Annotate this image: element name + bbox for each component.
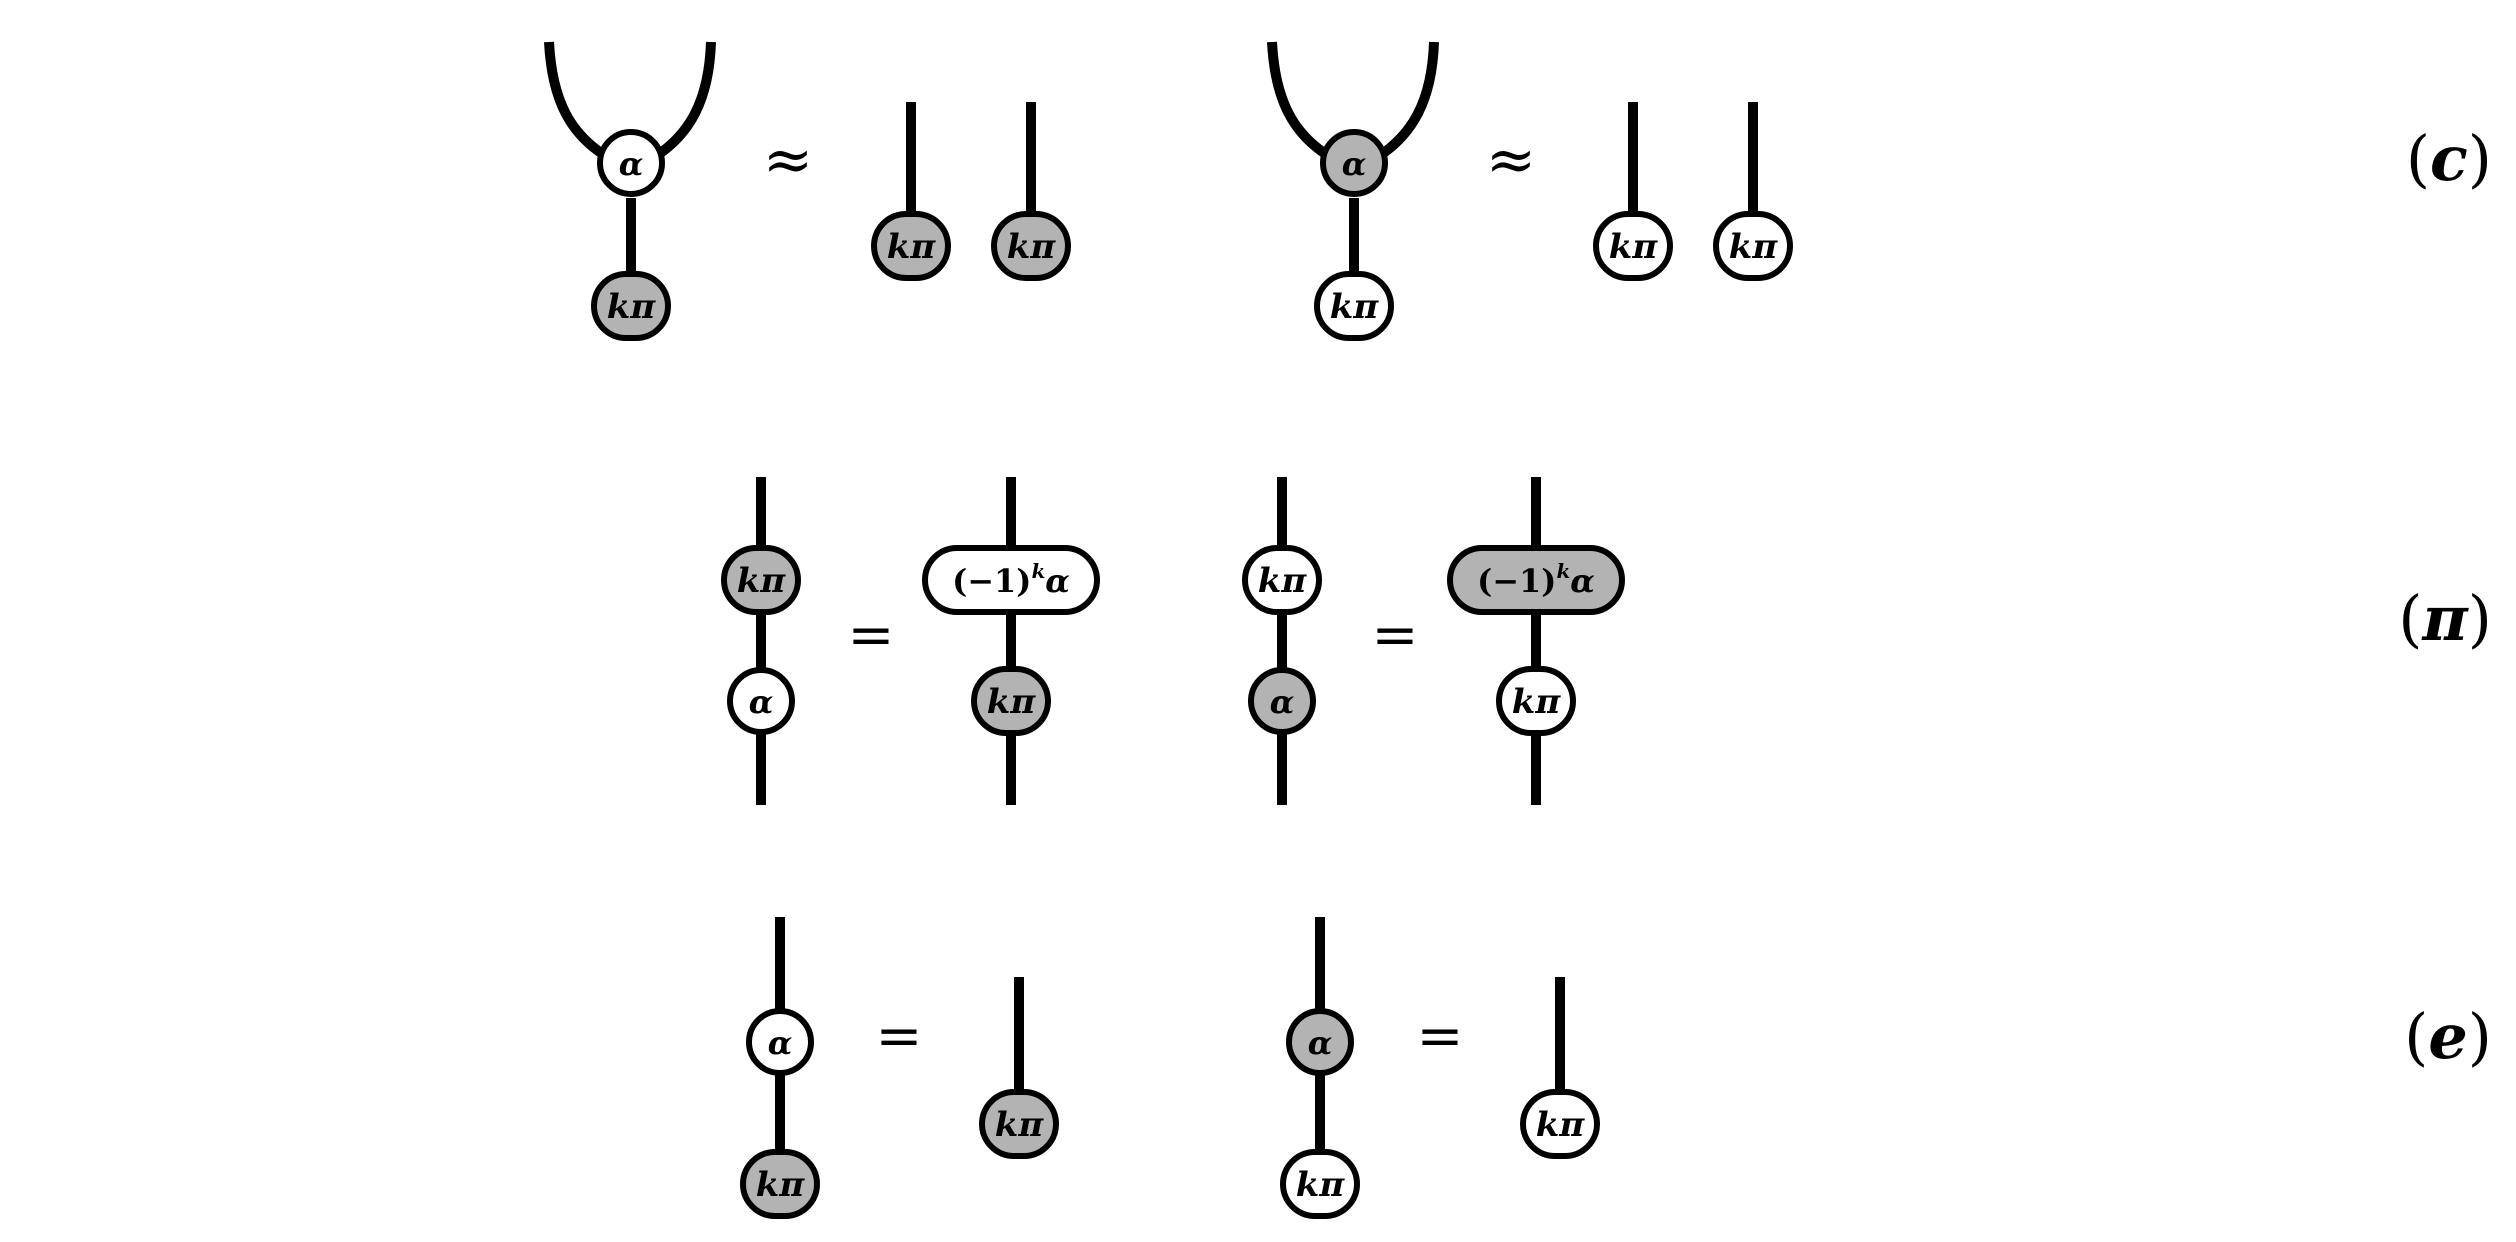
spider-label: kπ — [1330, 287, 1380, 327]
spider-label: kπ — [607, 287, 657, 327]
tag-paren: ( — [2398, 582, 2422, 655]
grey-spider — [991, 211, 1071, 281]
rule-c-right-rhs: kπ kπ — [1593, 102, 1793, 281]
approx-sign: ≈ — [763, 125, 813, 195]
white-spider — [1280, 1149, 1360, 1219]
tag-paren: ) — [2468, 1000, 2492, 1073]
spider-label: kπ — [1609, 227, 1659, 267]
label-variable: α — [1570, 562, 1595, 600]
rule-c: α kπ ≈ kπ kπ α kπ ≈ kπ — [544, 41, 2492, 341]
grey-spider — [1286, 1008, 1354, 1076]
spider-label: kπ — [987, 682, 1037, 722]
rule-pi-left-rhs: (−1)kα kπ — [922, 477, 1100, 805]
wire-cup — [650, 41, 716, 163]
spider-label: kπ — [1296, 1165, 1346, 1205]
spider-label: kπ — [887, 227, 937, 267]
rule-e-left-lhs: α kπ — [740, 917, 820, 1219]
rule-e-right-lhs: α kπ — [1280, 917, 1360, 1219]
label-paren: (−1) — [952, 562, 1031, 600]
white-spider — [1242, 545, 1322, 615]
rule-pi-right-rhs: (−1)kα kπ — [1447, 477, 1625, 805]
wire-cup — [1373, 41, 1439, 163]
wire-cup — [1267, 41, 1335, 163]
grey-spider — [971, 666, 1051, 736]
white-spider — [922, 545, 1100, 615]
tag-symbol: c — [2430, 122, 2468, 195]
spider-label: kπ — [1007, 227, 1057, 267]
rule-tag-e: (e) — [2404, 1000, 2492, 1073]
label-exponent: k — [1031, 559, 1045, 583]
spider-label: (−1)kα — [952, 559, 1070, 600]
label-exponent: k — [1556, 559, 1570, 583]
rule-tag-pi: (π) — [2398, 582, 2492, 655]
rule-c-right-lhs: α kπ — [1267, 41, 1439, 341]
spider-label: α — [749, 683, 774, 721]
rule-pi-right-lhs: kπ α — [1242, 477, 1322, 805]
rule-e-left-rhs: kπ — [979, 977, 1059, 1159]
grey-spider — [871, 211, 951, 281]
approx-sign: ≈ — [1486, 125, 1536, 195]
spider-label: kπ — [995, 1105, 1045, 1145]
spider-label: α — [768, 1024, 793, 1062]
spider-label: kπ — [756, 1165, 806, 1205]
white-spider — [1520, 1089, 1600, 1159]
rule-pi-left-lhs: kπ α — [721, 477, 801, 805]
spider-label: kπ — [737, 561, 787, 601]
spider-label: kπ — [1729, 227, 1779, 267]
equals-sign: = — [1372, 603, 1419, 668]
grey-spider — [721, 545, 801, 615]
equals-sign: = — [848, 603, 895, 668]
spider-label: α — [1270, 683, 1295, 721]
rule-tag-c: (c) — [2406, 122, 2492, 195]
spider-label: kπ — [1536, 1105, 1586, 1145]
spider-label: (−1)kα — [1477, 559, 1595, 600]
white-spider — [1314, 271, 1394, 341]
white-spider — [746, 1008, 814, 1076]
spider-label: kπ — [1512, 682, 1562, 722]
grey-spider — [1447, 545, 1625, 615]
tag-symbol: e — [2428, 1000, 2467, 1073]
tag-paren: ) — [2468, 122, 2492, 195]
tag-paren: ) — [2468, 582, 2492, 655]
equals-sign: = — [876, 1004, 923, 1069]
label-paren: (−1) — [1477, 562, 1556, 600]
grey-spider — [1248, 667, 1316, 735]
grey-spider — [591, 271, 671, 341]
tag-paren: ( — [2404, 1000, 2428, 1073]
rule-pi: kπ α = (−1)kα kπ kπ α = (−1)kα kπ — [721, 477, 2492, 805]
spider-label: α — [1342, 145, 1367, 183]
white-spider — [727, 667, 795, 735]
grey-spider — [1320, 129, 1388, 197]
label-variable: α — [1045, 562, 1070, 600]
rule-e-right-rhs: kπ — [1520, 977, 1600, 1159]
wire-cup — [544, 41, 612, 163]
grey-spider — [740, 1149, 820, 1219]
equals-sign: = — [1417, 1004, 1464, 1069]
white-spider — [1713, 211, 1793, 281]
spider-label: α — [1308, 1024, 1333, 1062]
white-spider — [1496, 666, 1576, 736]
white-spider — [597, 129, 665, 197]
white-spider — [1593, 211, 1673, 281]
spider-label: kπ — [1258, 561, 1308, 601]
grey-spider — [979, 1089, 1059, 1159]
spider-label: α — [619, 145, 644, 183]
rule-e: α kπ = kπ α kπ = kπ (e) — [740, 917, 2492, 1219]
rule-c-left-rhs: kπ kπ — [871, 102, 1071, 281]
tag-paren: ( — [2406, 122, 2430, 195]
tag-symbol: π — [2421, 582, 2469, 655]
rule-c-left-lhs: α kπ — [544, 41, 716, 341]
